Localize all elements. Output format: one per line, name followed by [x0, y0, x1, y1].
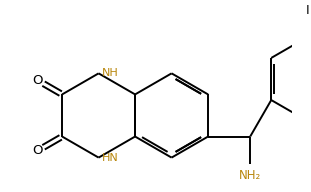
- Text: O: O: [32, 74, 43, 87]
- Text: NH₂: NH₂: [239, 169, 261, 182]
- Text: I: I: [306, 4, 309, 17]
- Text: NH: NH: [102, 68, 119, 78]
- Text: O: O: [32, 144, 43, 157]
- Text: HN: HN: [102, 153, 119, 163]
